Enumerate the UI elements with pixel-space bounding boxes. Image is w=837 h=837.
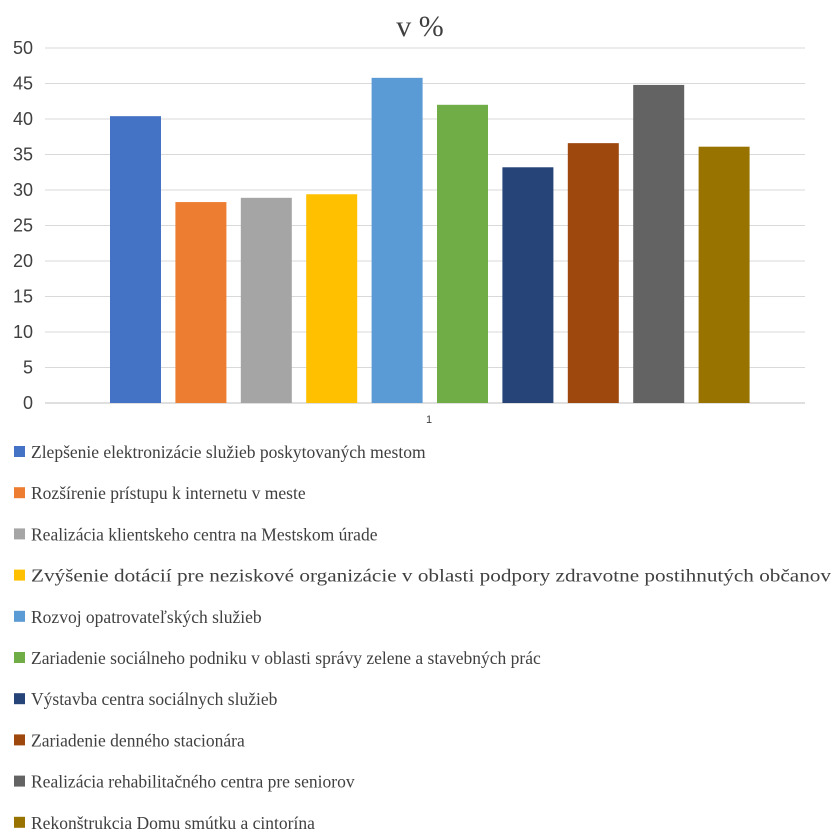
legend-item: Zariadenie sociálneho podniku v oblasti … [14, 648, 541, 668]
legend-item: Zlepšenie elektronizácie služieb poskyto… [14, 442, 426, 462]
legend-item: Realizácia rehabilitačného centra pre se… [14, 772, 355, 792]
legend-swatch [14, 734, 25, 746]
legend-item: Výstavba centra sociálnych služieb [14, 689, 278, 709]
y-tick-label: 20 [13, 251, 33, 271]
bar [567, 143, 619, 403]
gridlines [45, 47, 805, 404]
bar [110, 116, 161, 403]
y-tick-label: 5 [23, 358, 33, 378]
legend-item: Realizácia klientskeho centra na Mestsko… [14, 524, 378, 544]
legend-label: Rozšírenie prístupu k internetu v meste [31, 483, 306, 503]
y-tick-label: 35 [13, 145, 33, 165]
legend-swatch [14, 775, 25, 787]
legend-label: Rozvoj opatrovateľských služieb [31, 607, 262, 627]
bar [306, 194, 358, 403]
legend-label: Realizácia klientskeho centra na Mestsko… [31, 524, 378, 544]
legend-swatch [14, 446, 25, 457]
x-tick-label: 1 [426, 414, 432, 426]
legend-swatch [14, 528, 25, 540]
legend-swatch [14, 652, 25, 663]
legend-swatch [14, 816, 25, 828]
bar [633, 84, 685, 404]
legend: Zlepšenie elektronizácie služieb poskyto… [14, 442, 831, 833]
y-tick-label: 15 [13, 287, 33, 307]
y-tick-label: 30 [13, 180, 33, 200]
legend-item: Rozvoj opatrovateľských služieb [14, 607, 262, 627]
y-tick-label: 10 [13, 322, 33, 342]
legend-item: Rekonštrukcia Domu smútku a cintorína [14, 813, 315, 833]
bar [175, 202, 227, 403]
y-axis: 0 5 10 15 20 25 30 35 40 45 50 [13, 38, 33, 413]
legend-swatch [14, 569, 25, 581]
bars [110, 77, 750, 404]
legend-swatch [14, 610, 25, 622]
bar [240, 197, 292, 403]
y-tick-label: 0 [23, 393, 33, 413]
bar [371, 77, 423, 403]
legend-swatch [14, 487, 25, 499]
y-tick-label: 25 [13, 216, 33, 236]
legend-swatch [14, 693, 25, 705]
bar [502, 167, 554, 403]
y-tick-label: 50 [13, 38, 33, 58]
legend-label: Zariadenie denného stacionára [31, 730, 245, 750]
legend-item: Rozšírenie prístupu k internetu v meste [14, 483, 306, 503]
y-tick-label: 40 [13, 109, 33, 129]
legend-item: Zvýšenie dotácií pre neziskové organizác… [14, 566, 831, 586]
legend-label: Zariadenie sociálneho podniku v oblasti … [31, 648, 541, 668]
bar [437, 104, 488, 404]
legend-label: Zvýšenie dotácií pre neziskové organizác… [31, 566, 831, 586]
legend-label: Zlepšenie elektronizácie služieb poskyto… [31, 442, 426, 462]
x-axis: 1 [426, 414, 432, 426]
legend-label: Výstavba centra sociálnych služieb [31, 689, 278, 709]
legend-item: Zariadenie denného stacionára [14, 730, 245, 750]
y-tick-label: 45 [13, 74, 33, 94]
legend-label: Realizácia rehabilitačného centra pre se… [31, 772, 355, 792]
bar [698, 146, 750, 403]
chart-title: v % [396, 10, 444, 43]
legend-label: Rekonštrukcia Domu smútku a cintorína [31, 813, 315, 833]
